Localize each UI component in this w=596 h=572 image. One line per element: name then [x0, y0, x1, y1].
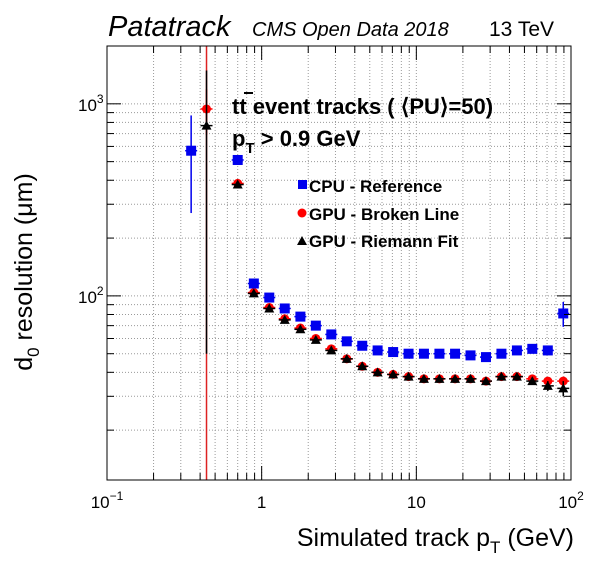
- legend-marker-gpu-bl: [297, 208, 307, 218]
- data-point: [279, 314, 290, 324]
- data-point: [341, 336, 352, 347]
- data-point: [248, 278, 259, 289]
- y-axis-title: d0 resolution (μm): [10, 173, 43, 371]
- energy-label: 13 TeV: [489, 18, 554, 41]
- y-tick-label-exp: 2: [97, 284, 104, 298]
- legend-marker-cpu: [298, 180, 307, 189]
- data-point: [201, 120, 212, 130]
- data-point: [279, 303, 290, 314]
- data-point: [403, 371, 414, 381]
- data-point: [295, 324, 306, 334]
- pt-subscript: T: [245, 140, 254, 157]
- y-tick-label-base: 10: [78, 96, 97, 115]
- x-axis-title-main: Simulated track p: [297, 524, 490, 552]
- x-tick-label-base: 10: [558, 493, 577, 512]
- data-point: [465, 350, 476, 361]
- legend: CPU - Reference GPU - Broken Line GPU - …: [297, 177, 459, 251]
- tick-marks: [106, 45, 572, 480]
- dataset-subtitle: CMS Open Data 2018: [252, 19, 449, 41]
- y-axis-title-d: d: [10, 357, 38, 371]
- x-axis-title-sub: T: [490, 538, 500, 557]
- legend-label-gpu-rf: GPU - Riemann Fit: [309, 232, 459, 251]
- data-point: [248, 288, 259, 298]
- data-point: [357, 340, 368, 351]
- data-point: [310, 320, 321, 331]
- x-axis-title-unit: (GeV): [500, 524, 574, 552]
- data-point: [388, 347, 399, 358]
- data-point: [496, 348, 507, 359]
- data-point: [465, 373, 476, 383]
- data-point: [418, 373, 429, 383]
- data-point: [403, 348, 414, 359]
- data-point: [418, 348, 429, 359]
- x-tick-label-exp: −1: [110, 489, 124, 503]
- data-point: [372, 367, 383, 377]
- data-point: [558, 308, 569, 319]
- plot-area: [107, 46, 571, 480]
- data-point: [542, 345, 553, 356]
- pt-symbol: p: [232, 126, 245, 151]
- y-tick-label-base: 10: [78, 288, 97, 307]
- data-point: [527, 343, 538, 354]
- data-point: [542, 380, 553, 390]
- data-point: [434, 348, 445, 359]
- y-axis-title-rest: resolution (μm): [10, 173, 38, 347]
- data-point: [326, 329, 337, 340]
- series-square: [185, 115, 570, 363]
- y-tick-label: 102: [78, 284, 104, 307]
- data-point: [480, 352, 491, 363]
- data-point: [232, 154, 243, 165]
- y-axis-title-sub: 0: [24, 347, 43, 356]
- data-point: [480, 376, 491, 386]
- data-point: [511, 371, 522, 381]
- data-point: [295, 311, 306, 322]
- legend-label-gpu-bl: GPU - Broken Line: [309, 205, 459, 224]
- x-tick-label: 10−1: [91, 489, 124, 512]
- x-tick-label-base: 10: [91, 493, 110, 512]
- legend-marker-gpu-rf: [297, 236, 307, 245]
- data-point: [450, 348, 461, 359]
- x-axis-title: Simulated track pT (GeV): [297, 524, 574, 557]
- data-point: [496, 371, 507, 381]
- event-annotation: tt event tracks ( ⟨PU⟩=50): [232, 94, 493, 119]
- plot-frame: [106, 45, 572, 481]
- series-triangle: [200, 70, 570, 397]
- x-tick-label-exp: 2: [577, 489, 584, 503]
- event-tracks-label: event tracks ( ⟨PU⟩=50): [247, 94, 493, 119]
- data-layer: [185, 70, 570, 397]
- data-point: [434, 373, 445, 383]
- x-tick-label: 10: [407, 493, 426, 512]
- x-tick-label: 102: [558, 489, 584, 512]
- grid: [106, 45, 572, 480]
- data-point: [388, 369, 399, 379]
- y-tick-label-exp: 3: [97, 92, 104, 106]
- data-point: [326, 345, 337, 355]
- pt-cut-annotation: pT > 0.9 GeV: [232, 126, 361, 157]
- pt-cut-value: > 0.9 GeV: [255, 126, 361, 151]
- x-tick-label: 1: [257, 493, 266, 512]
- legend-label-cpu: CPU - Reference: [309, 177, 442, 196]
- y-tick-label: 103: [78, 92, 104, 115]
- data-point: [372, 345, 383, 356]
- data-point: [264, 292, 275, 303]
- data-point: [558, 383, 569, 393]
- data-point: [527, 376, 538, 386]
- data-point: [264, 303, 275, 313]
- ttbar-label: tt: [232, 94, 247, 119]
- data-point: [186, 145, 197, 156]
- data-point: [341, 353, 352, 363]
- brand-title: Patatrack: [108, 11, 232, 43]
- data-point: [511, 345, 522, 356]
- data-point: [357, 361, 368, 371]
- data-point: [450, 373, 461, 383]
- data-point: [310, 334, 321, 344]
- data-point: [232, 179, 243, 189]
